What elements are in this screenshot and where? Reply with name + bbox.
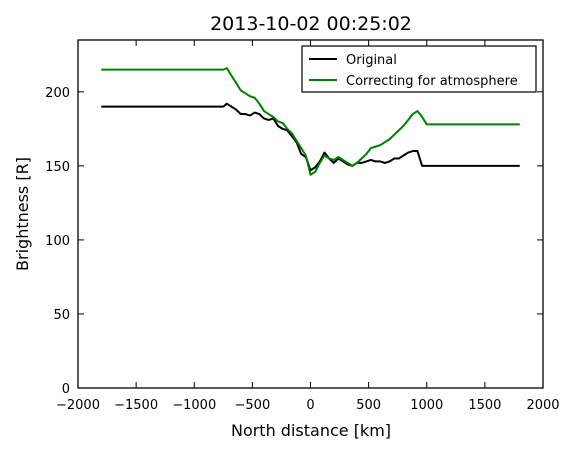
series-line-atmosphere-corrected xyxy=(101,67,520,176)
x-tick-label: −1000 xyxy=(172,398,216,413)
plot-area: −2000 −1500 −1000 −500 0 500 1000 1500 2000 0 50 10… xyxy=(45,39,560,413)
y-tick-label: 50 xyxy=(53,308,70,323)
x-tick-label: 1000 xyxy=(410,398,443,413)
legend-label: Original xyxy=(346,53,397,68)
x-tick-label: 1500 xyxy=(468,398,501,413)
y-tick-label: 200 xyxy=(45,86,70,101)
y-axis-label: Brightness [R] xyxy=(13,157,32,271)
y-tick-label: 100 xyxy=(45,234,70,249)
x-tick-label: −2000 xyxy=(56,398,100,413)
x-tick-label: 500 xyxy=(356,398,381,413)
x-tick-label: 2000 xyxy=(526,398,559,413)
y-tick-label: 150 xyxy=(45,160,70,175)
x-axis-label: North distance [km] xyxy=(231,421,391,440)
legend-box xyxy=(301,45,537,93)
x-tick-label: −1500 xyxy=(114,398,158,413)
chart-title: 2013-10-02 00:25:02 xyxy=(210,13,412,35)
y-tick-label: 0 xyxy=(62,382,70,397)
x-tick-label: 0 xyxy=(306,398,314,413)
legend-label: Correcting for atmosphere xyxy=(346,74,518,89)
series-line-original xyxy=(101,102,520,172)
x-tick-label: −500 xyxy=(235,398,271,413)
legend: Original Correcting for atmosphere xyxy=(301,45,537,93)
